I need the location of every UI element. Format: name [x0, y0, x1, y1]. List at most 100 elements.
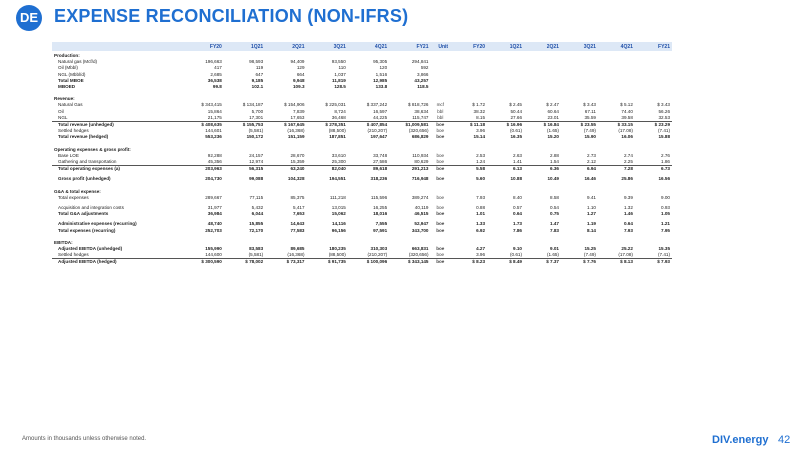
- value-cell: 77,583: [290, 227, 305, 233]
- value-cell: 10.49: [547, 176, 559, 182]
- value-cell: 119: [255, 65, 264, 71]
- value-cell: $ 5.12: [620, 102, 633, 108]
- row-label: Total operating expenses (a): [52, 165, 183, 173]
- value-cell: 1.47: [550, 221, 559, 227]
- value-cell: 9.10: [513, 246, 522, 252]
- value-cell: (5,581): [248, 128, 264, 134]
- unit-cell: boe: [436, 221, 445, 227]
- header-cell: FY21: [634, 42, 672, 51]
- table-row: Adjusted EBITDA (unhedged) 155,990 83,583 8…: [52, 246, 672, 252]
- value-cell: 2.74: [623, 152, 633, 158]
- value-cell: 343,700: [411, 227, 429, 233]
- unit-cell: boe: [436, 252, 445, 258]
- value-cell: (16,368): [287, 252, 305, 258]
- value-cell: 7,653: [293, 211, 305, 217]
- row-label: Adjusted EBITDA (hedged): [52, 258, 183, 266]
- header-cell: FY20: [450, 42, 488, 51]
- value-cell: 28,670: [290, 152, 305, 158]
- value-cell: 93,550: [331, 59, 346, 65]
- value-cell: 6.36: [524, 165, 561, 173]
- value-cell: 25.86: [621, 176, 633, 182]
- value-cell: 115,747: [412, 114, 429, 120]
- value-cell: $ 73,317: [265, 258, 307, 266]
- value-cell: 72,170: [249, 227, 264, 233]
- value-cell: 15,359: [290, 159, 305, 165]
- value-cell: 15.88: [658, 134, 671, 140]
- value-cell: 11,819: [332, 77, 346, 83]
- section-header-row: G&A & total expense:: [52, 187, 672, 195]
- value-cell: 592: [420, 65, 429, 71]
- value-cell: (320,656): [408, 128, 429, 134]
- value-cell: 194,551: [329, 176, 346, 182]
- table-row: Total operating expenses (a) 203,963 56,31…: [52, 165, 672, 173]
- value-cell: $ 2.47: [546, 102, 559, 108]
- value-cell: 133.8: [375, 84, 388, 90]
- value-cell: (88,500): [328, 128, 346, 134]
- table-row: Natural Gas $ 343,415 $ 134,187 $ 154,906 $ …: [52, 102, 672, 108]
- value-cell: 16.46: [584, 176, 596, 182]
- value-cell: 5,432: [251, 205, 264, 211]
- value-cell: 24,157: [249, 152, 264, 158]
- value-cell: 38.32: [473, 108, 486, 114]
- value-cell: 197,647: [370, 134, 388, 140]
- page-number: 42: [778, 434, 791, 446]
- value-cell: $ 3.43: [657, 102, 670, 108]
- value-cell: $ 7.76: [560, 258, 598, 266]
- value-cell: 686,829: [411, 134, 429, 140]
- value-cell: 118.5: [417, 84, 429, 90]
- unit-cell: boe: [430, 165, 451, 173]
- table-row: Gathering and transportation 45,356 12,974…: [52, 159, 672, 166]
- value-cell: 15.25: [584, 246, 596, 252]
- section-header-row: EBITDA:: [52, 238, 672, 246]
- value-cell: 1.54: [550, 159, 559, 165]
- value-cell: 56,315: [223, 165, 266, 173]
- value-cell: 5,700: [251, 108, 264, 114]
- row-label: Base LOE: [58, 152, 79, 158]
- value-cell: 1,516: [375, 71, 388, 77]
- value-cell: 2.53: [476, 152, 486, 158]
- table-row: Adjusted EBITDA (hedged) $ 300,590 $ 78,00…: [52, 258, 672, 266]
- header-cell: 1Q21: [487, 42, 524, 51]
- unit-cell: boe: [436, 176, 445, 182]
- header-cell-label: [52, 42, 183, 51]
- value-cell: 716,948: [411, 176, 429, 182]
- value-cell: 85,375: [290, 194, 305, 200]
- row-label: Settled hedges: [58, 252, 89, 258]
- value-cell: $ 225,031: [325, 102, 346, 108]
- value-cell: 44,225: [373, 114, 388, 120]
- value-cell: $ 16.96: [487, 121, 524, 129]
- value-cell: 3,866: [416, 71, 429, 77]
- value-cell: 110: [338, 65, 346, 71]
- header-cell: 2Q21: [265, 42, 307, 51]
- unit-cell: boe: [430, 258, 451, 266]
- unit-cell: boe: [436, 246, 445, 252]
- value-cell: 56.26: [658, 108, 671, 114]
- value-cell: 128.5: [334, 84, 346, 90]
- value-cell: $ 8.23: [450, 258, 488, 266]
- value-cell: 115,596: [370, 194, 388, 200]
- unit-cell: boe: [436, 159, 445, 165]
- value-cell: 18,016: [373, 211, 388, 217]
- value-cell: 4.27: [476, 246, 486, 252]
- header-cell: 4Q21: [347, 42, 390, 51]
- value-cell: 6.94: [560, 165, 598, 173]
- header-cell: FY20: [182, 42, 224, 51]
- value-cell: 2.88: [550, 152, 559, 158]
- value-cell: 0.57: [513, 205, 522, 211]
- value-cell: 33,610: [331, 152, 346, 158]
- value-cell: 7.28: [597, 165, 635, 173]
- value-cell: 6.92: [476, 227, 486, 233]
- value-cell: 9.41: [586, 194, 596, 200]
- value-cell: $ 8.49: [487, 258, 524, 266]
- value-cell: 99.8: [212, 84, 222, 90]
- value-cell: 52,947: [414, 221, 429, 227]
- value-cell: 0.64: [513, 211, 522, 217]
- value-cell: 8.40: [513, 194, 522, 200]
- value-cell: 1.33: [476, 221, 486, 227]
- value-cell: 7.95: [661, 227, 670, 233]
- section-title: G&A & total expense:: [54, 188, 101, 194]
- value-cell: $ 818,726: [408, 102, 429, 108]
- header-cell: 3Q21: [306, 42, 348, 51]
- value-cell: $ 2.45: [509, 102, 522, 108]
- value-cell: 9,948: [293, 77, 305, 83]
